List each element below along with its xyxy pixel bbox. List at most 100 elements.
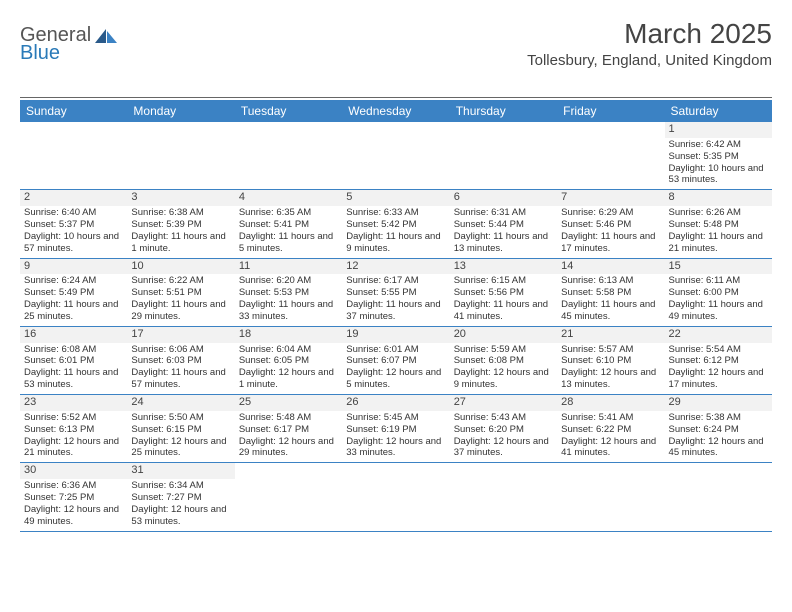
day-detail: Daylight: 10 hours and 57 minutes.: [24, 231, 123, 255]
day-cell: [20, 122, 127, 189]
day-detail: Sunset: 5:55 PM: [346, 287, 445, 299]
day-cell: [127, 122, 234, 189]
weekday-header: SundayMondayTuesdayWednesdayThursdayFrid…: [20, 100, 772, 122]
day-detail: Daylight: 11 hours and 5 minutes.: [239, 231, 338, 255]
day-detail: Sunset: 5:42 PM: [346, 219, 445, 231]
day-detail: Sunrise: 6:20 AM: [239, 275, 338, 287]
day-cell: 28Sunrise: 5:41 AMSunset: 6:22 PMDayligh…: [557, 395, 664, 462]
day-detail: Sunrise: 6:31 AM: [454, 207, 553, 219]
day-detail: Sunset: 5:46 PM: [561, 219, 660, 231]
day-detail: Sunset: 6:10 PM: [561, 355, 660, 367]
day-detail: Sunset: 5:44 PM: [454, 219, 553, 231]
day-detail: Sunset: 6:01 PM: [24, 355, 123, 367]
day-cell: 10Sunrise: 6:22 AMSunset: 5:51 PMDayligh…: [127, 259, 234, 326]
day-detail: Sunset: 5:37 PM: [24, 219, 123, 231]
day-cell: 22Sunrise: 5:54 AMSunset: 6:12 PMDayligh…: [665, 327, 772, 394]
day-detail: Sunset: 6:03 PM: [131, 355, 230, 367]
day-cell: [557, 122, 664, 189]
day-detail: Daylight: 11 hours and 57 minutes.: [131, 367, 230, 391]
day-detail: Daylight: 12 hours and 21 minutes.: [24, 436, 123, 460]
day-cell: 6Sunrise: 6:31 AMSunset: 5:44 PMDaylight…: [450, 190, 557, 257]
day-cell: 11Sunrise: 6:20 AMSunset: 5:53 PMDayligh…: [235, 259, 342, 326]
day-detail: Sunrise: 5:50 AM: [131, 412, 230, 424]
day-detail: Sunrise: 6:35 AM: [239, 207, 338, 219]
day-detail: Daylight: 12 hours and 37 minutes.: [454, 436, 553, 460]
weekday-monday: Monday: [127, 100, 234, 122]
day-number: [665, 463, 772, 479]
week-row: 16Sunrise: 6:08 AMSunset: 6:01 PMDayligh…: [20, 327, 772, 395]
day-number: [235, 122, 342, 138]
day-cell: 17Sunrise: 6:06 AMSunset: 6:03 PMDayligh…: [127, 327, 234, 394]
day-detail: Sunset: 6:08 PM: [454, 355, 553, 367]
day-detail: Daylight: 11 hours and 9 minutes.: [346, 231, 445, 255]
day-detail: Sunset: 5:49 PM: [24, 287, 123, 299]
day-number: 9: [20, 259, 127, 275]
day-number: 16: [20, 327, 127, 343]
day-detail: Daylight: 12 hours and 53 minutes.: [131, 504, 230, 528]
day-number: 17: [127, 327, 234, 343]
day-detail: Daylight: 12 hours and 41 minutes.: [561, 436, 660, 460]
day-detail: Sunset: 7:25 PM: [24, 492, 123, 504]
day-number: 12: [342, 259, 449, 275]
day-detail: Sunrise: 6:04 AM: [239, 344, 338, 356]
day-detail: Sunrise: 6:40 AM: [24, 207, 123, 219]
day-detail: Sunrise: 6:26 AM: [669, 207, 768, 219]
day-detail: Daylight: 12 hours and 5 minutes.: [346, 367, 445, 391]
day-detail: Sunset: 5:51 PM: [131, 287, 230, 299]
day-detail: Daylight: 11 hours and 37 minutes.: [346, 299, 445, 323]
day-number: 3: [127, 190, 234, 206]
day-detail: Daylight: 11 hours and 45 minutes.: [561, 299, 660, 323]
day-detail: Sunset: 5:41 PM: [239, 219, 338, 231]
day-cell: [342, 463, 449, 530]
day-number: 19: [342, 327, 449, 343]
day-number: 20: [450, 327, 557, 343]
day-detail: Sunset: 5:48 PM: [669, 219, 768, 231]
day-number: 29: [665, 395, 772, 411]
day-detail: Daylight: 11 hours and 13 minutes.: [454, 231, 553, 255]
day-number: 24: [127, 395, 234, 411]
day-cell: 3Sunrise: 6:38 AMSunset: 5:39 PMDaylight…: [127, 190, 234, 257]
day-detail: Daylight: 12 hours and 45 minutes.: [669, 436, 768, 460]
day-cell: 5Sunrise: 6:33 AMSunset: 5:42 PMDaylight…: [342, 190, 449, 257]
day-cell: 23Sunrise: 5:52 AMSunset: 6:13 PMDayligh…: [20, 395, 127, 462]
day-number: 21: [557, 327, 664, 343]
day-number: [557, 463, 664, 479]
weekday-friday: Friday: [557, 100, 664, 122]
day-cell: 15Sunrise: 6:11 AMSunset: 6:00 PMDayligh…: [665, 259, 772, 326]
day-detail: Sunrise: 6:42 AM: [669, 139, 768, 151]
day-detail: Sunset: 5:53 PM: [239, 287, 338, 299]
day-cell: [450, 122, 557, 189]
day-detail: Daylight: 11 hours and 41 minutes.: [454, 299, 553, 323]
day-number: 2: [20, 190, 127, 206]
day-detail: Sunrise: 6:17 AM: [346, 275, 445, 287]
day-detail: Daylight: 11 hours and 53 minutes.: [24, 367, 123, 391]
weekday-wednesday: Wednesday: [342, 100, 449, 122]
day-number: 22: [665, 327, 772, 343]
week-row: 1Sunrise: 6:42 AMSunset: 5:35 PMDaylight…: [20, 122, 772, 190]
day-detail: Sunset: 6:07 PM: [346, 355, 445, 367]
day-cell: 18Sunrise: 6:04 AMSunset: 6:05 PMDayligh…: [235, 327, 342, 394]
day-cell: 19Sunrise: 6:01 AMSunset: 6:07 PMDayligh…: [342, 327, 449, 394]
weekday-thursday: Thursday: [450, 100, 557, 122]
day-detail: Sunset: 6:17 PM: [239, 424, 338, 436]
day-number: [20, 122, 127, 138]
day-detail: Daylight: 12 hours and 29 minutes.: [239, 436, 338, 460]
day-detail: Daylight: 10 hours and 53 minutes.: [669, 163, 768, 187]
day-detail: Daylight: 12 hours and 1 minute.: [239, 367, 338, 391]
day-detail: Sunrise: 6:13 AM: [561, 275, 660, 287]
week-row: 2Sunrise: 6:40 AMSunset: 5:37 PMDaylight…: [20, 190, 772, 258]
day-cell: [235, 122, 342, 189]
day-detail: Daylight: 12 hours and 17 minutes.: [669, 367, 768, 391]
day-detail: Sunset: 6:15 PM: [131, 424, 230, 436]
day-cell: [342, 122, 449, 189]
day-detail: Sunset: 7:27 PM: [131, 492, 230, 504]
week-row: 9Sunrise: 6:24 AMSunset: 5:49 PM Daylight…: [20, 259, 772, 327]
day-detail: Sunrise: 5:38 AM: [669, 412, 768, 424]
day-detail: Sunrise: 6:24 AM: [24, 275, 123, 287]
day-detail: Sunset: 5:56 PM: [454, 287, 553, 299]
day-cell: 2Sunrise: 6:40 AMSunset: 5:37 PMDaylight…: [20, 190, 127, 257]
day-number: 14: [557, 259, 664, 275]
day-detail: Sunset: 5:35 PM: [669, 151, 768, 163]
day-detail: Sunrise: 5:59 AM: [454, 344, 553, 356]
day-cell: [235, 463, 342, 530]
